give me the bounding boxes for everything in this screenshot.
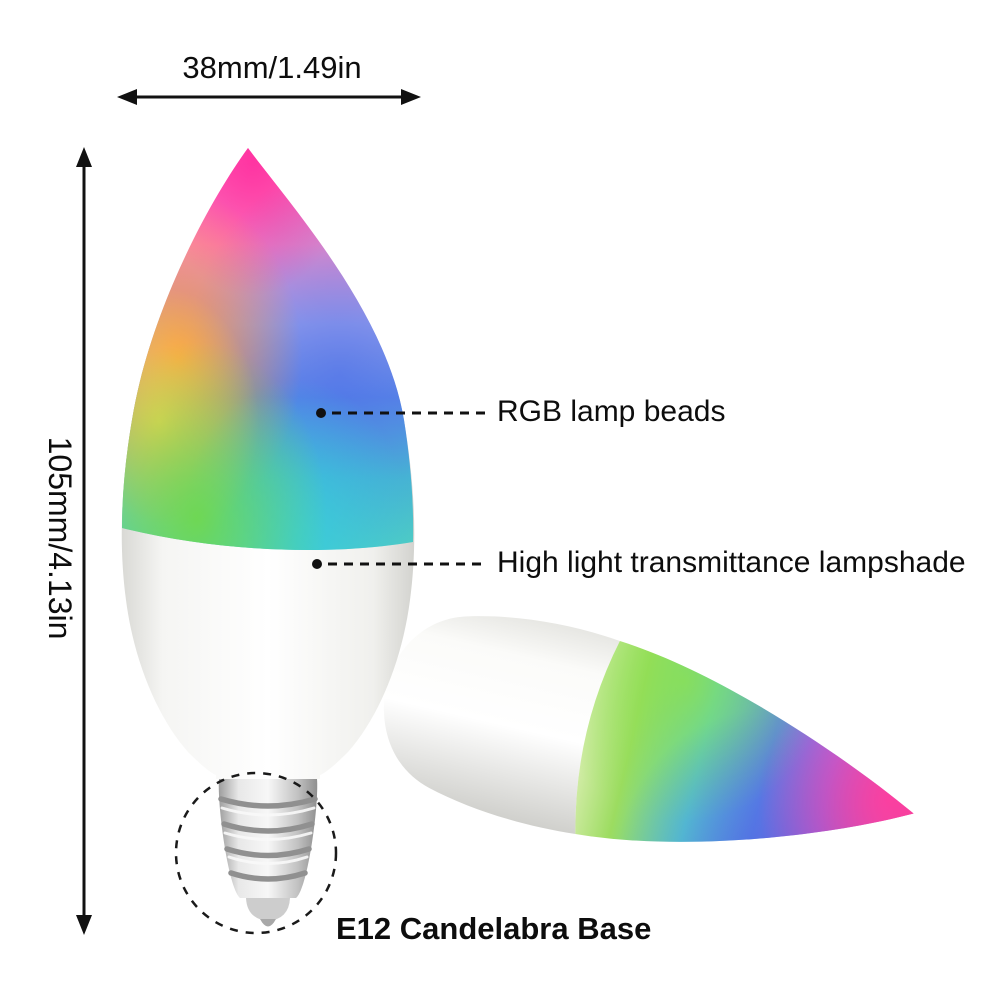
bulb-rainbow-overlays bbox=[122, 148, 414, 551]
rgb-beads-dot bbox=[316, 408, 326, 418]
height-dimension-arrow bbox=[76, 147, 92, 935]
lampshade-dot bbox=[312, 559, 322, 569]
e12-base-highlight-circle bbox=[174, 771, 338, 935]
width-dimension-arrow bbox=[117, 89, 421, 105]
rgb-beads-leader bbox=[316, 408, 487, 418]
side-bulb-shell bbox=[383, 616, 620, 834]
callout-e12-base: E12 Candelabra Base bbox=[336, 911, 652, 946]
side-bulb bbox=[383, 616, 937, 908]
width-dimension-label: 38mm/1.49in bbox=[182, 50, 362, 85]
e12-screw-base bbox=[218, 779, 318, 927]
callout-lampshade: High light transmittance lampshade bbox=[497, 546, 966, 579]
height-dimension-label: 105mm/4.13in bbox=[42, 436, 78, 640]
lampshade-leader bbox=[312, 559, 487, 569]
upright-bulb bbox=[121, 148, 415, 927]
callout-rgb-lamp-beads: RGB lamp beads bbox=[497, 395, 726, 428]
